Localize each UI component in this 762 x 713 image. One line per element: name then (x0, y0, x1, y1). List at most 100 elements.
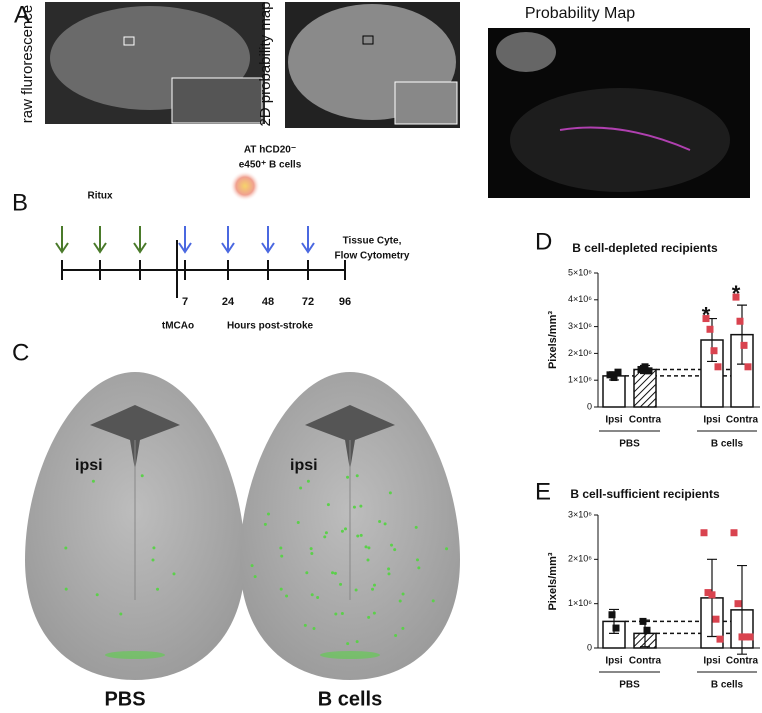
signal-dot (339, 582, 343, 586)
image-label: raw flurorescence (19, 5, 36, 123)
data-point (734, 600, 742, 608)
data-point (643, 626, 651, 634)
signal-dot (303, 623, 307, 627)
signal-dot (356, 534, 360, 538)
data-point (708, 591, 716, 599)
group-label: PBS (104, 688, 145, 710)
y-axis-label: Pixels/mm³ (547, 311, 559, 369)
data-point (608, 611, 616, 619)
group-label: PBS (619, 439, 640, 450)
chart-title: B cell-depleted recipients (572, 241, 718, 255)
significance: * (732, 281, 741, 306)
signal-dot (394, 633, 398, 637)
data-point (714, 363, 722, 371)
signal-cluster (105, 651, 165, 659)
panel-label: E (535, 478, 551, 505)
data-point (736, 317, 744, 325)
brain-thumbnail (496, 32, 556, 72)
signal-dot (401, 626, 405, 630)
arrow-head (261, 242, 275, 254)
cells-label: e450⁺ B cells (239, 160, 302, 171)
y-tick-label: 1×10⁶ (568, 598, 592, 608)
data-point (702, 315, 710, 323)
signal-dot (310, 551, 314, 555)
signal-dot (279, 546, 283, 550)
signal-dot (346, 475, 350, 479)
data-point (614, 368, 622, 376)
y-tick-label: 3×10⁶ (568, 321, 592, 331)
x-tick-label: Ipsi (605, 656, 622, 667)
significance: * (702, 302, 711, 327)
signal-dot (316, 595, 320, 599)
arrow-head (178, 242, 192, 254)
y-tick-label: 1×10⁶ (568, 375, 592, 385)
image-label: 2D probability map (257, 1, 274, 126)
signal-cluster (320, 651, 380, 659)
x-tick-label: Contra (726, 656, 759, 667)
arrow-head (133, 242, 147, 254)
panel-label: A (14, 1, 30, 28)
signal-dot (312, 627, 316, 631)
signal-dot (280, 554, 284, 558)
signal-dot (387, 572, 391, 576)
signal-dot (401, 592, 405, 596)
signal-dot (414, 525, 418, 529)
inset (171, 77, 263, 124)
signal-dot (326, 503, 330, 507)
signal-dot (140, 474, 144, 478)
data-point (606, 371, 614, 379)
data-point (744, 363, 752, 371)
x-tick-label: Ipsi (703, 415, 720, 426)
panel-label: B (12, 189, 28, 216)
signal-dot (333, 571, 337, 575)
data-point (746, 633, 754, 641)
x-axis-label: Hours post-stroke (227, 321, 314, 332)
signal-dot (151, 558, 155, 562)
signal-dot (296, 520, 300, 524)
signal-dot (64, 546, 68, 550)
signal-dot (334, 612, 338, 616)
data-point (706, 325, 714, 333)
signal-dot (340, 529, 344, 533)
signal-dot (393, 548, 397, 552)
y-axis-label: Pixels/mm³ (547, 552, 559, 610)
ventricle (90, 405, 180, 470)
cells-label: AT hCD20⁻ (244, 145, 296, 156)
hemisphere-label: ipsi (290, 457, 318, 474)
signal-dot (285, 594, 289, 598)
y-tick-label: 2×10⁶ (568, 348, 592, 358)
y-tick-label: 3×10⁶ (568, 509, 592, 519)
group-label: B cells (711, 680, 744, 691)
group-label: B cells (711, 439, 744, 450)
signal-dot (387, 567, 391, 571)
signal-dot (91, 479, 95, 483)
timepoint-label: 48 (262, 296, 274, 308)
signal-dot (417, 566, 421, 570)
x-tick-label: Contra (726, 415, 759, 426)
x-tick-label: Ipsi (605, 415, 622, 426)
signal-dot (119, 612, 123, 616)
bar (633, 368, 657, 408)
y-tick-label: 4×10⁶ (568, 294, 592, 304)
signal-dot (172, 572, 176, 576)
roi-box (362, 35, 374, 45)
signal-dot (359, 504, 363, 508)
signal-dot (64, 587, 68, 591)
endpoint-label: Tissue Cyte, (343, 236, 402, 247)
roi-box (123, 36, 135, 46)
signal-dot (340, 611, 344, 615)
signal-dot (309, 547, 313, 551)
signal-dot (346, 642, 350, 646)
signal-dot (306, 479, 310, 483)
data-point (738, 633, 746, 641)
x-tick-label: Contra (629, 415, 662, 426)
signal-dot (324, 531, 328, 535)
signal-dot (310, 593, 314, 597)
signal-dot (344, 527, 348, 531)
data-point (700, 529, 708, 537)
signal-dot (263, 522, 267, 526)
signal-dot (355, 640, 359, 644)
timepoint-label: 24 (222, 296, 235, 308)
signal-dot (352, 505, 356, 509)
